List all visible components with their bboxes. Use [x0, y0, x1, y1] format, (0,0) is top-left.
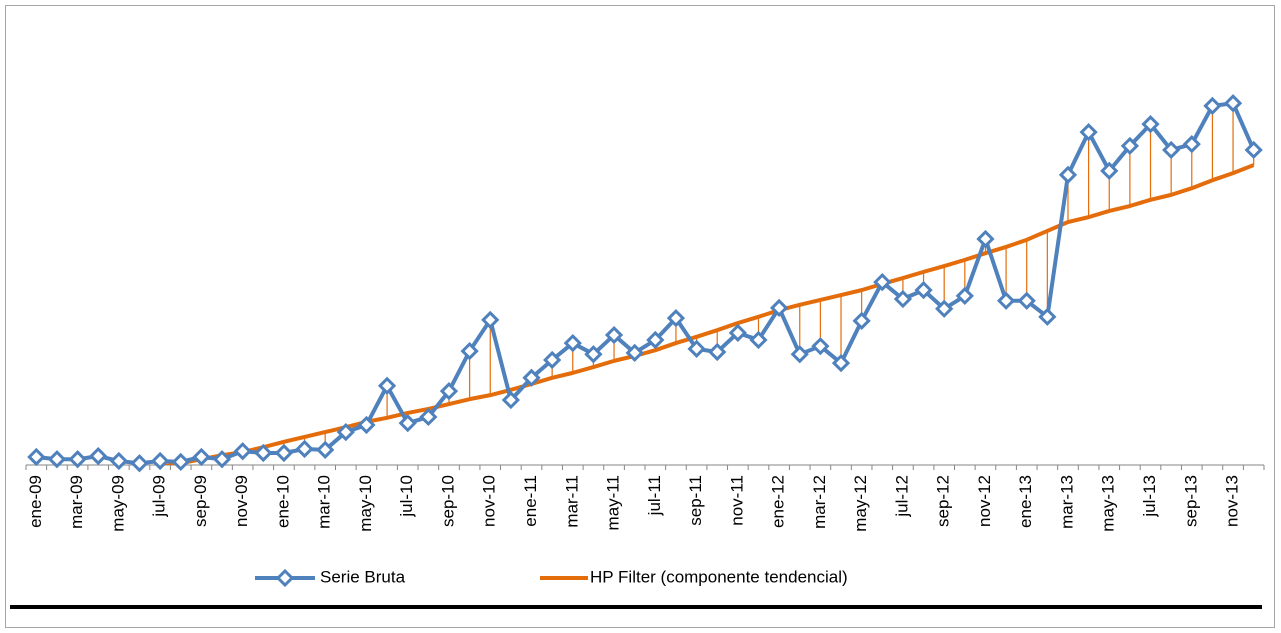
marker	[398, 414, 417, 433]
x-tick-label: nov-11	[727, 475, 746, 526]
marker	[728, 323, 747, 342]
x-tick-label: jul-10	[397, 475, 416, 518]
x-tick-label: ene-13	[1016, 475, 1035, 528]
legend-label: HP Filter (componente tendencial)	[590, 567, 848, 586]
marker	[1038, 307, 1057, 326]
marker	[1100, 161, 1119, 180]
x-tick-label: ene-10	[273, 475, 292, 528]
marker	[914, 280, 933, 300]
marker	[316, 440, 335, 459]
x-tick-label: sep-11	[686, 475, 705, 526]
marker	[831, 353, 851, 373]
x-tick-label: may-10	[356, 475, 375, 532]
marker	[171, 452, 190, 472]
x-tick-label: mar-12	[810, 475, 829, 529]
x-tick-label: may-09	[108, 475, 127, 532]
marker	[522, 368, 541, 387]
marker	[1141, 115, 1160, 134]
marker	[1058, 165, 1078, 184]
x-tick-label: nov-09	[232, 475, 251, 527]
marker	[646, 330, 665, 350]
marker	[749, 330, 768, 350]
x-tick-label: sep-10	[438, 475, 457, 527]
marker	[212, 450, 232, 469]
marker	[1203, 96, 1222, 116]
marker	[687, 339, 706, 358]
marker	[543, 350, 562, 370]
marker	[935, 299, 954, 318]
x-tick-label: nov-10	[480, 475, 499, 527]
chart-border	[5, 5, 1275, 628]
marker	[357, 415, 376, 435]
x-tick-label: jul-11	[645, 475, 664, 516]
x-tick-label: may-11	[604, 475, 623, 530]
marker	[439, 382, 459, 401]
legend-label: Serie Bruta	[320, 567, 406, 586]
x-tick-label: ene-11	[521, 475, 540, 527]
marker	[625, 343, 644, 362]
x-tick-label: mar-13	[1057, 475, 1076, 529]
x-tick-label: mar-10	[315, 475, 334, 529]
marker	[852, 311, 871, 330]
marker	[150, 451, 170, 471]
marker	[769, 298, 789, 318]
marker	[1120, 136, 1140, 156]
marker	[976, 229, 995, 249]
marker	[192, 447, 211, 467]
x-tick-label: nov-12	[975, 475, 994, 527]
x-tick-label: sep-13	[1181, 475, 1200, 527]
marker	[811, 337, 830, 356]
legend-marker	[275, 568, 295, 588]
x-tick-label: ene-09	[26, 475, 45, 528]
marker	[584, 345, 603, 364]
marker	[254, 443, 273, 463]
x-tick-label: mar-09	[67, 475, 86, 529]
marker	[460, 341, 479, 361]
marker	[873, 272, 892, 292]
marker	[1223, 94, 1243, 113]
x-tick-label: jul-13	[1140, 475, 1159, 518]
marker	[130, 454, 149, 473]
marker	[1162, 140, 1181, 160]
x-tick-label: nov-13	[1223, 475, 1242, 527]
marker	[89, 446, 108, 466]
marker	[109, 451, 128, 471]
marker	[47, 450, 67, 469]
x-tick-label: sep-12	[934, 475, 953, 527]
marker	[893, 289, 913, 309]
marker	[604, 325, 624, 345]
marker	[708, 342, 727, 362]
marker	[1244, 140, 1263, 160]
marker	[501, 390, 521, 410]
x-tick-label: may-13	[1099, 475, 1118, 532]
marker	[481, 310, 500, 330]
x-tick-label: mar-11	[562, 475, 581, 528]
marker	[955, 286, 974, 306]
marker	[27, 447, 46, 467]
x-tick-label: jul-09	[150, 475, 169, 518]
marker	[336, 422, 355, 442]
x-tick-label: jul-12	[892, 475, 911, 518]
marker	[666, 309, 686, 328]
marker	[68, 450, 87, 469]
marker	[790, 345, 809, 364]
marker	[563, 333, 582, 353]
marker	[1079, 123, 1098, 142]
marker	[1017, 291, 1036, 310]
x-tick-label: sep-09	[191, 475, 210, 527]
marker	[377, 376, 397, 395]
marker	[295, 439, 314, 459]
marker	[274, 443, 294, 463]
x-tick-label: may-12	[851, 475, 870, 532]
marker	[233, 442, 252, 461]
x-tick-label: ene-12	[769, 475, 788, 528]
marker	[996, 291, 1016, 310]
marker	[1182, 135, 1201, 154]
marker	[419, 407, 438, 427]
